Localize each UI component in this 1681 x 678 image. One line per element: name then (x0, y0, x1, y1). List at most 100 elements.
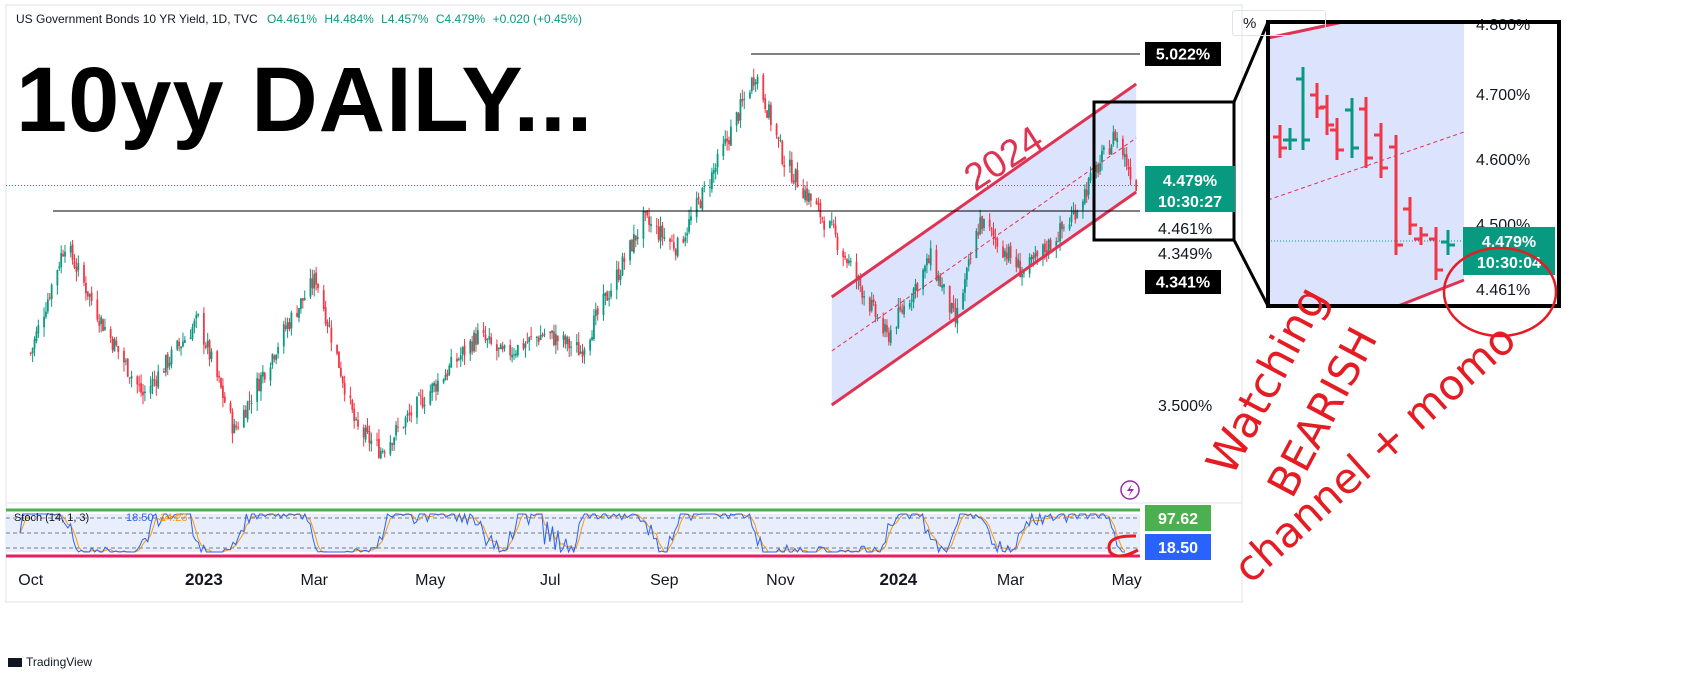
x-tick-9: May (1112, 572, 1142, 589)
candle-body (537, 337, 540, 342)
candle-body (724, 139, 727, 144)
candle-body (830, 221, 833, 223)
candle-body (191, 327, 194, 339)
candle-body (128, 377, 131, 379)
candle-body (530, 336, 533, 338)
candle-body (406, 413, 409, 416)
candle-body (300, 298, 302, 309)
candle-body (650, 223, 652, 227)
candle-body (501, 346, 504, 350)
candle-body (524, 343, 527, 348)
stoch-badge-high: 97.62 (1158, 511, 1198, 528)
candle-body (180, 346, 182, 349)
candle-body (602, 293, 605, 316)
candle-body (163, 371, 165, 373)
candle-body (749, 92, 751, 99)
lightning-alert-icon[interactable] (1120, 480, 1140, 500)
candle-body (922, 269, 924, 290)
candle-body (355, 418, 357, 420)
candle-body (935, 249, 938, 281)
candle-body (277, 347, 279, 354)
candle-body (339, 367, 342, 377)
candle-body (45, 311, 47, 317)
candle-body (284, 325, 287, 329)
candle-body (610, 290, 612, 297)
candle-body (324, 306, 327, 324)
candle-body (872, 299, 875, 303)
candle-body (577, 342, 580, 356)
candle-body (1085, 189, 1088, 197)
candle-body (688, 219, 690, 232)
candle-body (994, 237, 997, 240)
candle-body (739, 99, 742, 121)
price-label-last: 4.479% (1163, 173, 1217, 190)
candle-body (562, 335, 565, 340)
candle-body (686, 233, 689, 236)
chart-title: 10yy DAILY... (16, 49, 594, 151)
candle-body (328, 325, 331, 327)
candle-body (796, 169, 799, 187)
candle-body (631, 239, 633, 252)
candle-body (273, 355, 276, 360)
candle-body (170, 349, 173, 365)
candle-body (596, 308, 599, 315)
candle-body (908, 302, 911, 308)
x-tick-7: 2024 (879, 570, 917, 589)
candle-body (391, 443, 394, 446)
candle-body (31, 348, 34, 354)
stoch-circle-mark (1107, 534, 1139, 558)
scale-unit-button[interactable]: % (1232, 10, 1326, 36)
stoch-d-value: 14.23 (160, 512, 188, 524)
candle-body (1123, 154, 1126, 158)
candle-body (522, 342, 525, 349)
candle-body (1125, 154, 1128, 167)
candle-body (113, 338, 116, 352)
candle-body (699, 201, 702, 208)
candle-body (138, 384, 141, 386)
candle-body (783, 164, 786, 168)
candle-body (402, 426, 405, 428)
candle-body (701, 187, 704, 210)
candle-body (117, 345, 120, 352)
candle-body (275, 354, 278, 361)
candle-body (1121, 138, 1124, 156)
candle-body (1057, 241, 1060, 243)
candle-body (977, 232, 980, 236)
candle-body (368, 431, 371, 444)
candle-body (73, 261, 76, 268)
candle-body (389, 441, 392, 455)
x-tick-5: Sep (650, 572, 679, 589)
candle-body (806, 188, 808, 201)
candle-body (608, 298, 611, 300)
candle-body (752, 77, 755, 86)
candle-body (222, 385, 224, 399)
candle-body (741, 98, 744, 102)
candle-body (313, 273, 316, 289)
candle-body (655, 225, 658, 227)
candle-body (962, 293, 964, 310)
candle-body (722, 143, 725, 156)
candle-body (437, 380, 439, 392)
candle-body (623, 258, 626, 262)
candle-body (223, 396, 226, 403)
candle-body (296, 312, 299, 317)
candle-body (383, 452, 386, 454)
candle-body (444, 375, 447, 381)
candle-body (419, 395, 422, 397)
candle-body (672, 242, 675, 249)
candle-body (556, 336, 559, 342)
candle-body (336, 344, 338, 354)
candle-body (271, 354, 274, 366)
candle-body (924, 265, 926, 272)
candle-body (646, 211, 649, 216)
candle-body (509, 344, 512, 356)
lightning-bolt-glyph (1127, 484, 1134, 497)
candle-body (594, 309, 597, 317)
candle-body (511, 354, 514, 358)
ohlc-change: +0.020 (+0.45%) (492, 12, 582, 26)
candle-body (979, 217, 982, 234)
candle-body (975, 230, 978, 259)
candle-body (410, 412, 413, 416)
